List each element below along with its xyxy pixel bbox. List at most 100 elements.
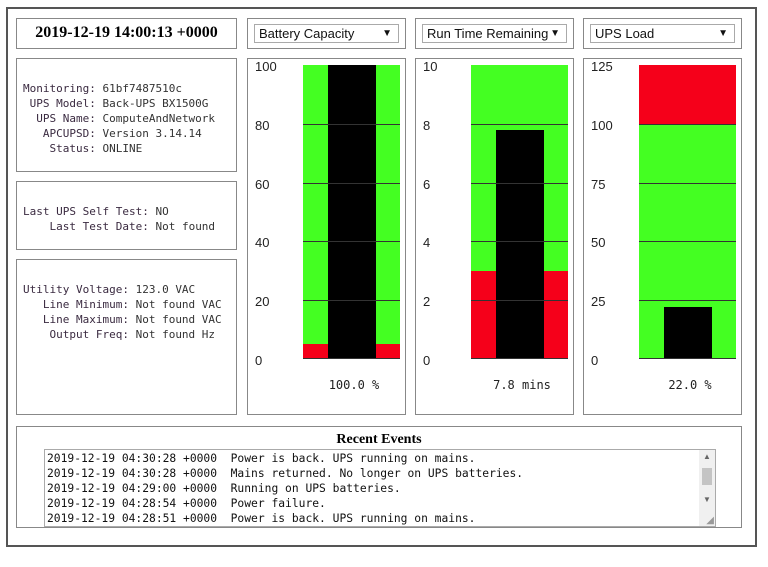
info-row: Status: ONLINE: [23, 141, 236, 156]
dashboard-frame: [6, 7, 757, 547]
event-line: 2019-12-19 04:30:28 +0000 Power is back.…: [47, 452, 476, 465]
selftest-row: Last Test Date: Not found: [23, 219, 236, 234]
gauge-value: 22.0 %: [668, 378, 712, 392]
gridline: [471, 123, 568, 125]
gauge-panel: 0 2 4 6 8 10 7.8 mins: [415, 58, 574, 415]
resize-grip-icon[interactable]: ◢: [706, 515, 714, 526]
chart-header: Run Time Remaining ▼: [415, 18, 574, 49]
y-tick-label: 100: [591, 117, 613, 133]
gridline: [639, 300, 736, 302]
chart-header: Battery Capacity ▼: [247, 18, 406, 49]
selftest-label: Last UPS Self Test:: [23, 205, 149, 218]
event-line: 2019-12-19 04:28:51 +0000 Power is back.…: [47, 512, 476, 525]
chevron-down-icon: ▼: [550, 28, 560, 39]
metric-select[interactable]: Run Time Remaining ▼: [422, 24, 567, 43]
event-line: 2019-12-19 04:28:54 +0000 Power failure.: [47, 497, 326, 510]
chevron-down-icon: ▼: [718, 28, 728, 39]
info-value: ONLINE: [102, 142, 143, 155]
y-tick-label: 25: [591, 294, 606, 310]
metric-select-value: UPS Load: [595, 26, 655, 41]
gridline: [471, 241, 568, 243]
y-tick-label: 2: [423, 294, 431, 310]
power-value: Not found VAC: [135, 313, 222, 326]
power-row: Line Maximum: Not found VAC: [23, 312, 236, 327]
gridline: [639, 123, 736, 125]
gridline: [303, 182, 400, 184]
recent-events-title: Recent Events: [336, 432, 422, 447]
gridline: [303, 241, 400, 243]
power-value: Not found Hz: [135, 328, 216, 341]
info-value: Back-UPS BX1500G: [102, 97, 209, 110]
gauge-value: 100.0 %: [328, 378, 380, 392]
info-row: UPS Model: Back-UPS BX1500G: [23, 96, 236, 111]
power-panel: Utility Voltage: 123.0 VAC Line Minimum: …: [16, 259, 237, 415]
y-tick-label: 40: [255, 235, 270, 251]
events-textarea[interactable]: 2019-12-19 04:30:28 +0000 Power is back.…: [44, 449, 716, 527]
event-line: 2019-12-19 04:29:00 +0000 Running on UPS…: [47, 482, 401, 495]
power-label: Line Minimum:: [42, 298, 129, 311]
ups-info-panel: Monitoring: 61bf7487510c UPS Model: Back-…: [16, 58, 237, 172]
selftest-label: Last Test Date:: [49, 220, 149, 233]
info-label: APCUPSD:: [42, 127, 96, 140]
gridline: [303, 300, 400, 302]
y-tick-label: 60: [255, 176, 270, 192]
baseline: [303, 358, 400, 359]
selftest-value: Not found: [155, 220, 216, 233]
gridline: [639, 182, 736, 184]
info-row: UPS Name: ComputeAndNetwork: [23, 111, 236, 126]
bad-band: [639, 65, 736, 124]
chevron-down-icon: ▼: [382, 28, 392, 39]
scrollbar-thumb[interactable]: [702, 468, 712, 485]
gridline: [303, 123, 400, 125]
y-tick-label: 8: [423, 117, 431, 133]
info-label: UPS Model:: [29, 97, 96, 110]
value-bar: [496, 129, 544, 359]
power-value: Not found VAC: [135, 298, 222, 311]
info-value: Version 3.14.14: [102, 127, 202, 140]
metric-select-value: Run Time Remaining: [427, 26, 549, 41]
gauge-panel: 0 25 50 75 100 125 22.0 %: [583, 58, 742, 415]
gauge-value: 7.8 mins: [493, 378, 551, 392]
scroll-up-icon[interactable]: ▲: [703, 452, 711, 461]
selftest-value: NO: [155, 205, 169, 218]
y-tick-label: 10: [423, 59, 438, 74]
scroll-down-icon[interactable]: ▼: [703, 495, 711, 504]
gridline: [471, 300, 568, 302]
y-tick-label: 50: [591, 235, 606, 251]
info-value: 61bf7487510c: [102, 82, 182, 95]
gridline: [471, 182, 568, 184]
value-bar: [328, 65, 376, 359]
metric-select[interactable]: UPS Load ▼: [590, 24, 735, 43]
info-label: Status:: [49, 142, 96, 155]
y-tick-label: 125: [591, 59, 613, 74]
metric-select[interactable]: Battery Capacity ▼: [254, 24, 399, 43]
power-label: Utility Voltage:: [23, 283, 129, 296]
power-row: Line Minimum: Not found VAC: [23, 297, 236, 312]
event-line: 2019-12-19 04:30:28 +0000 Mains returned…: [47, 467, 524, 480]
y-tick-label: 0: [255, 353, 263, 368]
info-label: Monitoring:: [23, 82, 96, 95]
power-row: Utility Voltage: 123.0 VAC: [23, 282, 236, 297]
gauge-plot: [471, 65, 568, 359]
info-value: ComputeAndNetwork: [102, 112, 216, 125]
y-tick-label: 20: [255, 294, 270, 310]
recent-events-panel: Recent Events 2019-12-19 04:30:28 +0000 …: [16, 426, 742, 528]
y-tick-label: 0: [423, 353, 431, 368]
y-tick-label: 0: [591, 353, 599, 368]
baseline: [471, 358, 568, 359]
events-scrollbar[interactable]: ▲ ▼ ◢: [699, 450, 715, 526]
info-row: APCUPSD: Version 3.14.14: [23, 126, 236, 141]
power-label: Line Maximum:: [42, 313, 129, 326]
y-tick-label: 6: [423, 176, 431, 192]
selftest-row: Last UPS Self Test: NO: [23, 204, 236, 219]
y-tick-label: 80: [255, 117, 270, 133]
gauge-plot: [639, 65, 736, 359]
y-tick-label: 100: [255, 59, 277, 74]
metric-select-value: Battery Capacity: [259, 26, 355, 41]
power-label: Output Freq:: [49, 328, 129, 341]
timestamp: 2019-12-19 14:00:13 +0000: [16, 18, 237, 49]
y-tick-label: 75: [591, 176, 606, 192]
baseline: [639, 358, 736, 359]
gauge-panel: 0 20 40 60 80 100 100.0 %: [247, 58, 406, 415]
y-tick-label: 4: [423, 235, 431, 251]
